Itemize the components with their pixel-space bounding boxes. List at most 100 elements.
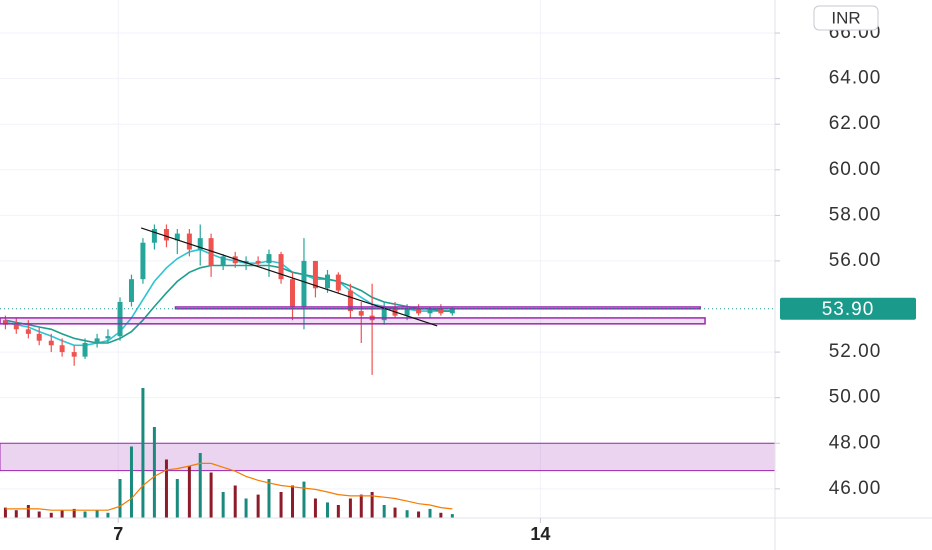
ma-line: [5, 248, 453, 347]
volume-bar: [256, 494, 260, 518]
volume-bar: [72, 508, 76, 518]
y-tick-label: 48.00: [829, 432, 882, 453]
candle-body: [2, 320, 8, 325]
currency-box[interactable]: [813, 5, 879, 31]
y-tick-label: 46.00: [829, 478, 882, 499]
drawings: [0, 442, 776, 472]
candle-body: [255, 260, 261, 264]
candle-body: [25, 329, 31, 334]
volume-bar: [450, 514, 454, 518]
trend-line: [140, 227, 438, 327]
candle-body: [71, 352, 77, 357]
y-tick-label: 64.00: [829, 68, 882, 89]
volume-bar: [3, 507, 7, 518]
candle-body: [449, 308, 455, 314]
candle-body: [347, 290, 353, 312]
currency-label[interactable]: INR: [831, 8, 860, 27]
candle-body: [105, 336, 111, 339]
volume-bar: [417, 511, 421, 518]
volume-bar: [83, 511, 87, 518]
volume-bar: [14, 510, 18, 518]
candle-body: [266, 254, 272, 264]
candle-body: [82, 342, 88, 357]
candle-body: [290, 279, 296, 307]
volume-bar: [37, 511, 41, 518]
candle-body: [208, 238, 214, 266]
volume-bar: [405, 510, 409, 518]
last-price-label: 53.90: [822, 299, 875, 320]
y-tick-label: 50.00: [829, 387, 882, 408]
candle-body: [151, 229, 157, 243]
volume-bar: [129, 446, 133, 518]
axes: 46.00 48.00 50.00 52.00 56.00 58.00 60.00 62.00…: [113, 22, 916, 544]
candle-body: [186, 233, 192, 250]
volume-bar: [141, 388, 145, 518]
candle-body: [427, 308, 433, 314]
drawing-rect: [0, 317, 706, 325]
volume-bar: [26, 505, 30, 518]
candle-body: [438, 308, 444, 314]
candle-body: [381, 306, 387, 321]
drawing-rect: [174, 306, 701, 310]
candle-body: [36, 333, 42, 341]
volume-bar: [302, 481, 306, 518]
zone: [0, 442, 776, 472]
volume-bar: [439, 512, 443, 518]
y-tick-label: 58.00: [829, 204, 882, 225]
candle-body: [312, 260, 318, 289]
volume-bar: [267, 479, 271, 518]
candle-body: [220, 256, 226, 266]
candle-body: [278, 254, 284, 280]
candle-body: [404, 308, 410, 316]
x-tick-label: 14: [530, 524, 550, 544]
volume-bar: [233, 485, 237, 518]
volume-pane: [3, 388, 454, 518]
volume-bar: [348, 498, 352, 518]
candle-body: [197, 238, 203, 250]
volume-ma-line: [5, 462, 453, 511]
candle-body: [48, 340, 54, 346]
candle-body: [335, 274, 341, 291]
volume-bar: [221, 492, 225, 518]
volume-bar: [95, 510, 99, 518]
candle-body: [140, 242, 146, 280]
volume-bar: [164, 459, 168, 518]
candles: [2, 224, 455, 375]
volume-bar: [359, 494, 363, 518]
volume-bar: [244, 498, 248, 518]
volume-bar: [175, 479, 179, 518]
y-tick-label: 62.00: [829, 113, 882, 134]
candle-body: [416, 308, 422, 314]
candle-body: [358, 311, 364, 316]
candle-body: [324, 274, 330, 289]
candle-body: [117, 301, 123, 337]
volume-bar: [152, 427, 156, 518]
volume-bar: [187, 466, 191, 518]
candle-body: [232, 256, 238, 264]
candle-body: [301, 260, 307, 307]
volume-bar: [393, 507, 397, 518]
volume-bar: [106, 512, 110, 518]
volume-bar: [336, 505, 340, 518]
volume-bar: [382, 505, 386, 518]
volume-bar: [291, 485, 295, 518]
volume-bar: [279, 492, 283, 518]
y-tick-label: 52.00: [829, 341, 882, 362]
candle-body: [174, 233, 180, 241]
candle-body: [163, 229, 169, 241]
candle-body: [59, 345, 65, 353]
drawings-front: [0, 227, 775, 327]
candle-body: [94, 338, 100, 343]
last-price-box: [780, 297, 916, 320]
volume-bar: [198, 453, 202, 518]
y-tick-label: 56.00: [829, 250, 882, 271]
volume-bar: [118, 479, 122, 518]
volume-bar: [49, 512, 53, 518]
volume-bar: [209, 472, 213, 518]
ma-line: [5, 264, 453, 344]
volume-bar: [428, 508, 432, 518]
candle-body: [392, 306, 398, 316]
volume-bar: [60, 510, 64, 518]
y-tick-label: 60.00: [829, 159, 882, 180]
volume-bar: [325, 502, 329, 518]
